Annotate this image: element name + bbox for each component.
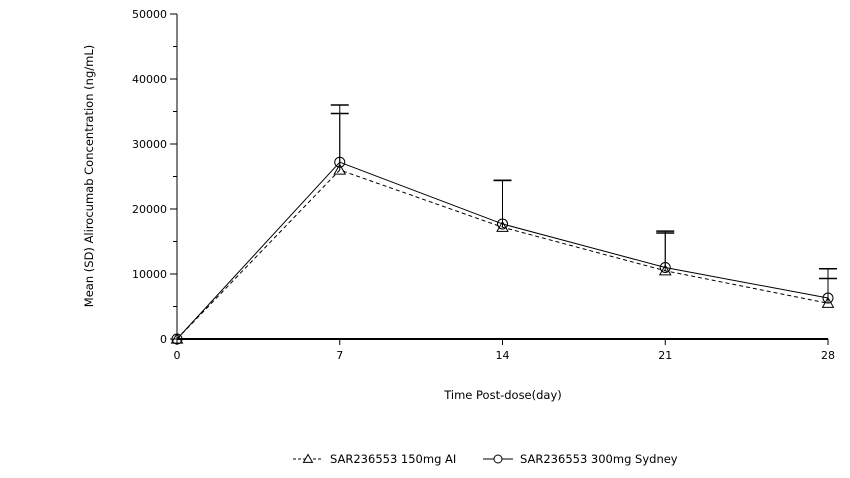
legend-marker-circle [493, 454, 503, 464]
y-axis-title: Mean (SD) Alirocumab Concentration (ng/m… [82, 45, 96, 307]
y-tick-label: 20000 [132, 203, 167, 216]
data-point-circle [171, 333, 183, 345]
y-tick-label: 50000 [132, 8, 167, 21]
data-point-circle [822, 292, 834, 304]
data-point-triangle [496, 220, 509, 232]
data-point-triangle [170, 332, 184, 344]
data-point-circle [334, 156, 346, 168]
x-tick-label: 28 [821, 349, 835, 362]
y-tick-label: 0 [160, 333, 167, 346]
legend: SAR236553 150mg AI SAR236553 300mg Sydney [293, 452, 678, 466]
series-2 [171, 104, 837, 345]
x-tick-label: 7 [336, 349, 343, 362]
data-point-circle [497, 218, 508, 230]
y-tick-label: 10000 [132, 268, 167, 281]
x-axis-title: Time Post-dose(day) [443, 388, 562, 402]
series-layer [170, 104, 837, 345]
x-tick-label: 0 [174, 349, 181, 362]
data-point-triangle [333, 163, 347, 175]
legend-label: SAR236553 300mg Sydney [520, 452, 678, 466]
data-point-circle [659, 262, 671, 273]
x-tick-label: 14 [496, 349, 510, 362]
legend-marker-triangle [302, 453, 314, 463]
data-point-triangle [658, 264, 672, 276]
y-tick-label: 30000 [132, 138, 167, 151]
x-tick-label: 21 [658, 349, 672, 362]
legend-label: SAR236553 150mg AI [330, 452, 456, 466]
axes: 0 10000 20000 30000 40000 50000 0 7 14 21 28 [132, 8, 835, 362]
y-tick-label: 40000 [132, 73, 167, 86]
